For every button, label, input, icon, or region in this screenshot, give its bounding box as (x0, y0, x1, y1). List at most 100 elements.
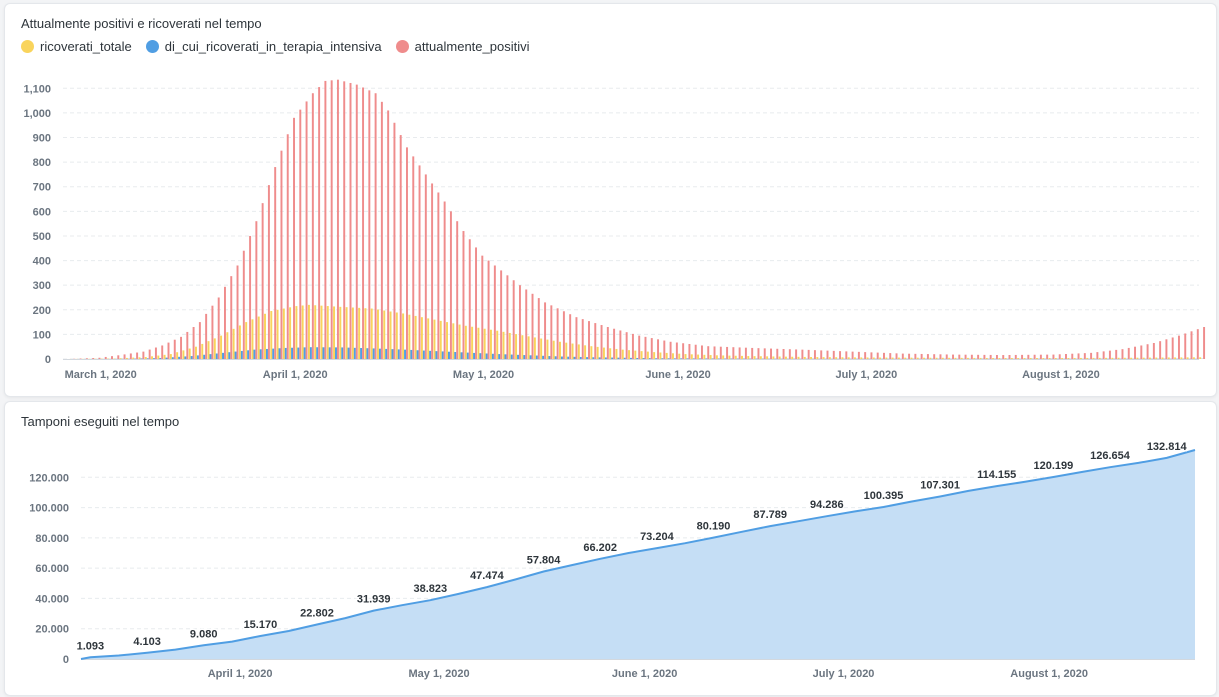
bar-attualmente-positivi (111, 356, 113, 359)
legend-item-ricoverati-totale[interactable]: ricoverati_totale (21, 39, 132, 54)
bar-terapia-intensiva (623, 357, 626, 359)
bar-attualmente-positivi (92, 358, 95, 359)
bar-ricoverati-totale (577, 344, 580, 359)
bar-attualmente-positivi (462, 231, 465, 359)
bar-ricoverati-totale (747, 356, 750, 359)
bar-attualmente-positivi (675, 342, 678, 359)
bar-attualmente-positivi (920, 353, 923, 359)
bar-ricoverati-totale (251, 319, 254, 359)
bar-attualmente-positivi (336, 79, 339, 359)
bar-attualmente-positivi (845, 351, 848, 359)
bar-attualmente-positivi (619, 330, 622, 359)
bar-ricoverati-totale (634, 350, 637, 359)
bar-attualmente-positivi (895, 353, 898, 359)
legend-item-attualmente-positivi[interactable]: attualmente_positivi (395, 39, 530, 54)
bar-attualmente-positivi (173, 339, 176, 359)
bar-attualmente-positivi (318, 87, 321, 359)
data-label: 120.199 (1034, 460, 1074, 472)
bar-ricoverati-totale (132, 357, 135, 359)
bar-attualmente-positivi (770, 348, 772, 359)
bar-terapia-intensiva (592, 357, 595, 359)
legend-label: ricoverati_totale (40, 39, 132, 54)
bar-attualmente-positivi (964, 354, 967, 359)
bar-ricoverati-totale (295, 306, 298, 359)
bar-attualmente-positivi (1115, 349, 1118, 359)
legend-item-terapia-intensiva[interactable]: di_cui_ricoverati_in_terapia_intensiva (145, 39, 382, 54)
bar-attualmente-positivi (726, 346, 729, 359)
bar-ricoverati-totale (1054, 358, 1057, 359)
bar-ricoverati-totale (1180, 357, 1183, 359)
bar-ricoverati-totale (784, 356, 787, 359)
bar-attualmente-positivi (1002, 355, 1005, 359)
bar-ricoverati-totale (358, 307, 361, 359)
bar-ricoverati-totale (659, 352, 662, 359)
bar-ricoverati-totale (772, 356, 775, 359)
bar-attualmente-positivi (468, 239, 471, 359)
bar-terapia-intensiva (353, 347, 356, 359)
bar-attualmente-positivi (261, 203, 264, 359)
bar-attualmente-positivi (406, 147, 408, 359)
data-label: 114.155 (977, 469, 1016, 481)
bar-terapia-intensiva (705, 358, 708, 359)
data-label: 9.080 (190, 628, 218, 640)
bar-attualmente-positivi (738, 347, 741, 359)
bar-ricoverati-totale (1142, 357, 1145, 359)
bar-ricoverati-totale (169, 354, 172, 359)
bar-terapia-intensiva (397, 349, 400, 359)
bar-ricoverati-totale (1136, 357, 1139, 359)
bar-ricoverati-totale (841, 357, 844, 359)
bar-ricoverati-totale (483, 328, 486, 359)
bar-terapia-intensiva (416, 350, 419, 359)
bar-ricoverati-totale (289, 307, 292, 359)
bar-attualmente-positivi (1146, 344, 1149, 359)
bar-attualmente-positivi (330, 80, 333, 359)
bar-terapia-intensiva (510, 354, 513, 359)
bar-attualmente-positivi (776, 348, 779, 359)
bar-ricoverati-totale (803, 356, 806, 359)
bar-attualmente-positivi (1033, 354, 1036, 359)
bar-ricoverati-totale (778, 356, 781, 359)
bar-attualmente-positivi (782, 349, 785, 359)
bar-attualmente-positivi (1083, 353, 1086, 359)
bar-attualmente-positivi (594, 323, 597, 359)
bar-attualmente-positivi (719, 346, 722, 359)
y-tick-label: 100.000 (29, 503, 69, 515)
bar-ricoverati-totale (408, 314, 411, 359)
area-fill (81, 450, 1195, 659)
bar-attualmente-positivi (1134, 346, 1137, 359)
bar-attualmente-positivi (908, 353, 911, 359)
bar-ricoverati-totale (923, 357, 925, 359)
bar-terapia-intensiva (567, 356, 570, 359)
data-label: 73.204 (640, 531, 675, 543)
bar-attualmente-positivi (123, 354, 126, 359)
bar-attualmente-positivi (1108, 350, 1111, 359)
bar-attualmente-positivi (1021, 354, 1024, 359)
bar-terapia-intensiva (504, 354, 507, 359)
bar-attualmente-positivi (1127, 347, 1130, 359)
bar-attualmente-positivi (788, 349, 791, 359)
bar-ricoverati-totale (238, 325, 241, 359)
bar-ricoverati-totale (464, 325, 467, 359)
bar-terapia-intensiva (667, 358, 670, 359)
bar-ricoverati-totale (797, 356, 800, 359)
bar-attualmente-positivi (362, 87, 365, 359)
chart-title[interactable]: Tamponi eseguiti nel tempo (21, 414, 180, 429)
bar-terapia-intensiva (272, 348, 275, 359)
bar-ricoverati-totale (540, 338, 543, 359)
bar-ricoverati-totale (345, 307, 348, 359)
bar-terapia-intensiva (234, 351, 237, 359)
data-label: 47.474 (470, 570, 505, 582)
data-label: 31.939 (357, 594, 391, 606)
bar-ricoverati-totale (1061, 358, 1064, 359)
bar-attualmente-positivi (531, 293, 534, 359)
bar-attualmente-positivi (889, 353, 892, 359)
chart-title[interactable]: Attualmente positivi e ricoverati nel te… (21, 16, 262, 31)
bar-ricoverati-totale (163, 354, 166, 359)
bar-attualmente-positivi (1077, 353, 1080, 359)
bar-ricoverati-totale (929, 357, 932, 359)
bar-ricoverati-totale (935, 357, 938, 359)
y-tick-label: 0 (63, 654, 69, 666)
bar-attualmente-positivi (901, 353, 904, 359)
bar-attualmente-positivi (211, 305, 214, 359)
data-label: 80.190 (697, 521, 731, 533)
